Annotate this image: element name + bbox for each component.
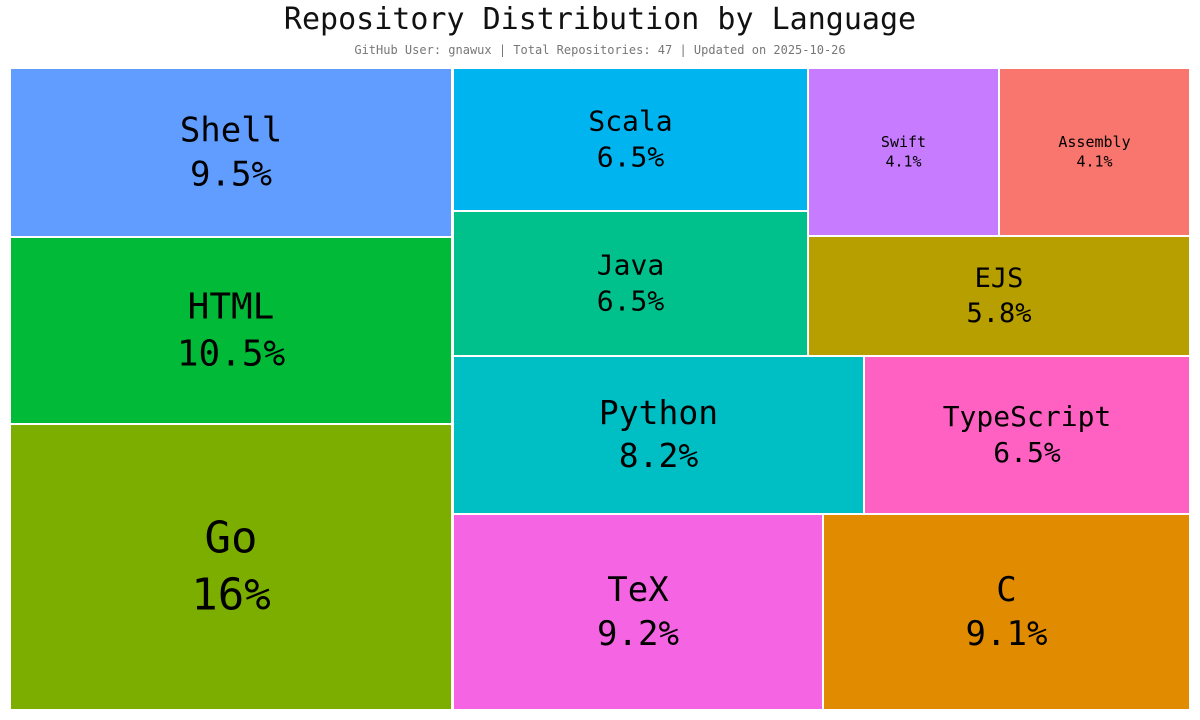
tile-ejs bbox=[807, 235, 1191, 357]
tile-percent-c: 9.1% bbox=[966, 614, 1048, 654]
tile-label-tex: TeX bbox=[607, 570, 669, 610]
tile-scala bbox=[452, 67, 809, 212]
tile-html bbox=[9, 236, 453, 425]
tile-percent-shell: 9.5% bbox=[190, 154, 272, 194]
tile-label-typescript: TypeScript bbox=[943, 400, 1112, 433]
tile-percent-typescript: 6.5% bbox=[993, 436, 1061, 469]
tile-label-ejs: EJS bbox=[975, 263, 1024, 294]
tile-percent-swift: 4.1% bbox=[885, 153, 921, 171]
tile-percent-tex: 9.2% bbox=[597, 614, 679, 654]
tile-percent-java: 6.5% bbox=[597, 285, 665, 318]
chart-title: Repository Distribution by Language bbox=[283, 2, 917, 37]
tile-label-c: C bbox=[996, 570, 1016, 610]
tile-label-assembly: Assembly bbox=[1058, 133, 1130, 151]
tile-percent-scala: 6.5% bbox=[597, 141, 665, 174]
tile-percent-python: 8.2% bbox=[619, 436, 699, 475]
tile-assembly bbox=[998, 67, 1191, 237]
chart-subtitle: GitHub User: gnawux | Total Repositories… bbox=[354, 43, 846, 57]
tile-label-java: Java bbox=[597, 248, 664, 281]
tile-go bbox=[9, 423, 453, 711]
tile-shell bbox=[9, 67, 453, 238]
tile-swift bbox=[807, 67, 1000, 237]
tile-label-shell: Shell bbox=[180, 110, 282, 150]
tile-percent-html: 10.5% bbox=[177, 333, 286, 374]
tile-c bbox=[822, 513, 1191, 711]
tile-label-html: HTML bbox=[188, 287, 275, 328]
tile-percent-go: 16% bbox=[191, 570, 270, 621]
tile-percent-assembly: 4.1% bbox=[1076, 153, 1112, 171]
tile-tex bbox=[452, 513, 824, 711]
tile-label-go: Go bbox=[205, 512, 258, 563]
tile-percent-ejs: 5.8% bbox=[966, 298, 1031, 329]
tile-typescript bbox=[863, 355, 1191, 515]
tile-java bbox=[452, 210, 809, 357]
tile-label-swift: Swift bbox=[881, 133, 926, 151]
tile-label-python: Python bbox=[599, 393, 718, 432]
tile-label-scala: Scala bbox=[588, 104, 672, 137]
tile-python bbox=[452, 355, 865, 515]
